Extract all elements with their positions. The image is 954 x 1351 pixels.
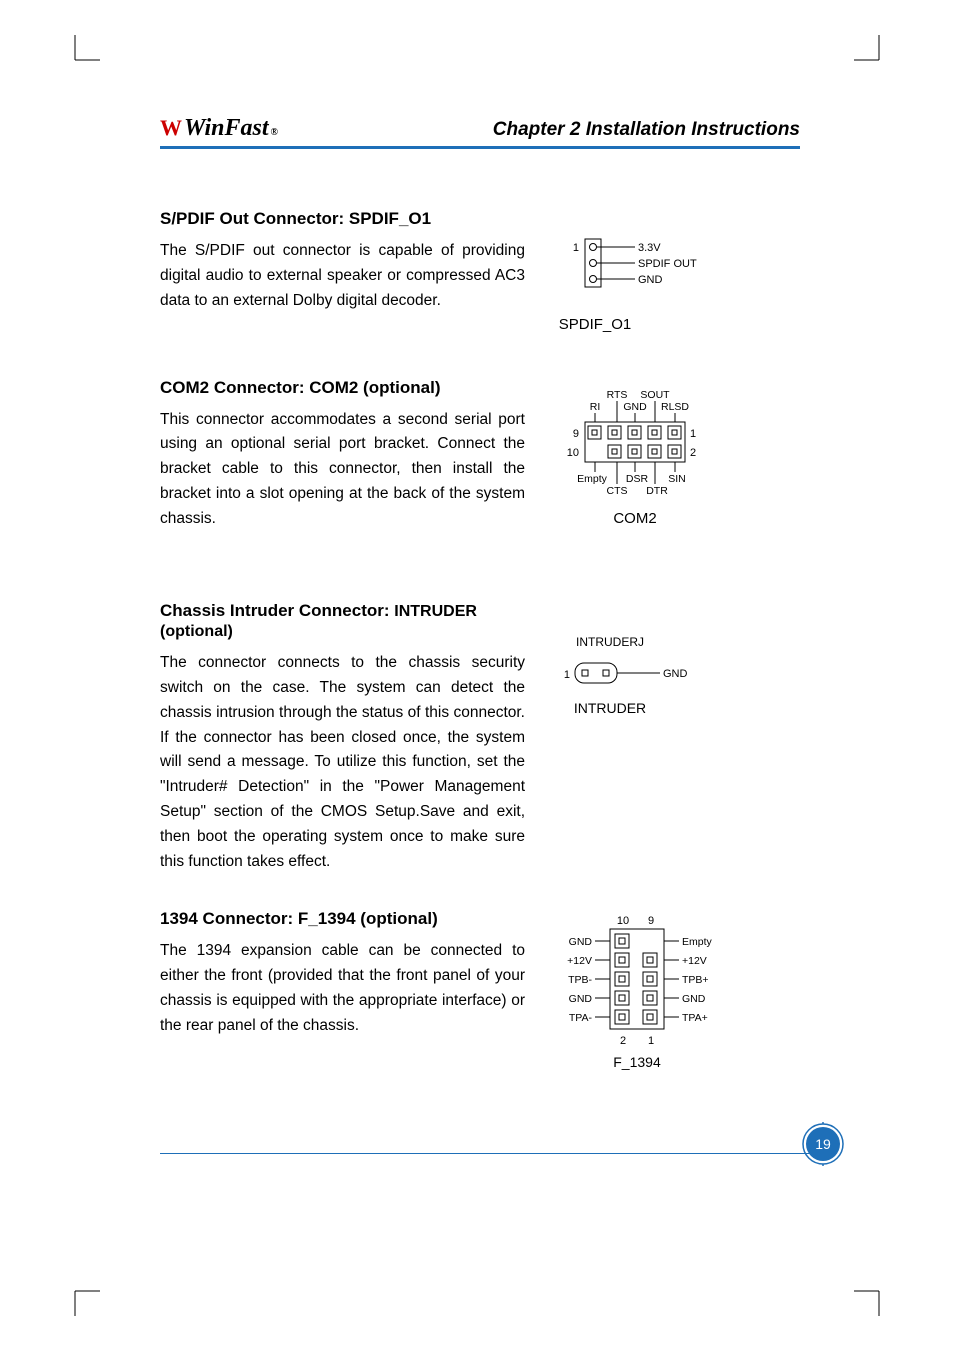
logo: W WinFast ® xyxy=(160,115,278,142)
svg-text:1: 1 xyxy=(564,669,570,681)
intruder-heading: Chassis Intruder Connector: INTRUDER (op… xyxy=(160,601,525,641)
section-spdif: S/PDIF Out Connector: SPDIF_O1 The S/PDI… xyxy=(160,209,800,348)
svg-text:CTS: CTS xyxy=(607,485,628,497)
intruder-diagram: INTRUDERJ 1 GND INTRUDER xyxy=(555,631,735,745)
svg-text:RI: RI xyxy=(590,401,601,413)
svg-text:2: 2 xyxy=(690,447,696,459)
intruder-body: The connector connects to the chassis se… xyxy=(160,651,525,874)
svg-text:INTRUDER: INTRUDER xyxy=(574,700,646,716)
logo-registered: ® xyxy=(270,127,277,138)
svg-text:1: 1 xyxy=(573,242,579,254)
spdif-heading: S/PDIF Out Connector: SPDIF_O1 xyxy=(160,209,525,229)
logo-text: WinFast xyxy=(184,115,268,142)
svg-text:10: 10 xyxy=(617,915,629,927)
svg-text:GND: GND xyxy=(569,993,593,1005)
section-f1394: 1394 Connector: F_1394 (optional) The 13… xyxy=(160,909,800,1093)
svg-text:RTS: RTS xyxy=(607,389,628,401)
com2-body: This connector accommodates a second ser… xyxy=(160,408,525,532)
svg-text:Empty: Empty xyxy=(682,936,713,948)
footer-line xyxy=(160,1153,819,1154)
svg-text:TPA-: TPA- xyxy=(569,1012,593,1024)
svg-text:3.3V: 3.3V xyxy=(638,242,661,254)
svg-text:GND: GND xyxy=(569,936,593,948)
svg-text:1: 1 xyxy=(648,1035,654,1047)
svg-text:GND: GND xyxy=(663,668,688,680)
svg-text:+12V: +12V xyxy=(567,955,592,967)
svg-text:SPDIF OUT: SPDIF OUT xyxy=(638,258,697,270)
svg-text:19: 19 xyxy=(815,1136,831,1152)
svg-text:INTRUDERJ: INTRUDERJ xyxy=(576,635,644,649)
f1394-body: The 1394 expansion cable can be connecte… xyxy=(160,939,525,1038)
spdif-diagram: 1 3.3V SPDIF OUT GND SPDIF_O1 xyxy=(555,234,715,348)
svg-text:COM2: COM2 xyxy=(613,510,656,527)
svg-text:9: 9 xyxy=(573,428,579,440)
svg-text:SOUT: SOUT xyxy=(640,389,670,401)
section-com2: COM2 Connector: COM2 (optional) This con… xyxy=(160,378,800,562)
svg-text:TPB-: TPB- xyxy=(568,974,592,986)
svg-text:1: 1 xyxy=(690,428,696,440)
svg-text:Empty: Empty xyxy=(577,473,608,485)
svg-text:GND: GND xyxy=(638,274,663,286)
svg-text:10: 10 xyxy=(567,447,579,459)
svg-text:DSR: DSR xyxy=(626,473,649,485)
svg-text:F_1394: F_1394 xyxy=(613,1054,661,1070)
com2-diagram: RI RTS GND SOUT RLSD xyxy=(555,378,755,562)
section-intruder: Chassis Intruder Connector: INTRUDER (op… xyxy=(160,601,800,874)
svg-text:GND: GND xyxy=(623,401,647,413)
com2-heading: COM2 Connector: COM2 (optional) xyxy=(160,378,525,398)
svg-text:RLSD: RLSD xyxy=(661,401,689,413)
spdif-body: The S/PDIF out connector is capable of p… xyxy=(160,239,525,313)
svg-text:GND: GND xyxy=(682,993,706,1005)
svg-text:SPDIF_O1: SPDIF_O1 xyxy=(559,316,632,333)
svg-text:TPA+: TPA+ xyxy=(682,1012,708,1024)
svg-text:2: 2 xyxy=(620,1035,626,1047)
page-number: 19 xyxy=(801,1122,845,1171)
svg-text:TPB+: TPB+ xyxy=(682,974,709,986)
svg-text:DTR: DTR xyxy=(646,485,668,497)
logo-w-icon: W xyxy=(160,115,182,141)
chapter-title: Chapter 2 Installation Instructions xyxy=(493,119,800,141)
svg-text:SIN: SIN xyxy=(668,473,686,485)
page-header: W WinFast ® Chapter 2 Installation Instr… xyxy=(160,115,800,149)
f1394-diagram: 10 9 GND +12V TPB- GND TPA- Empty +12V TPB+ GND… xyxy=(555,909,755,1093)
svg-text:9: 9 xyxy=(648,915,654,927)
f1394-heading: 1394 Connector: F_1394 (optional) xyxy=(160,909,525,929)
svg-text:+12V: +12V xyxy=(682,955,707,967)
